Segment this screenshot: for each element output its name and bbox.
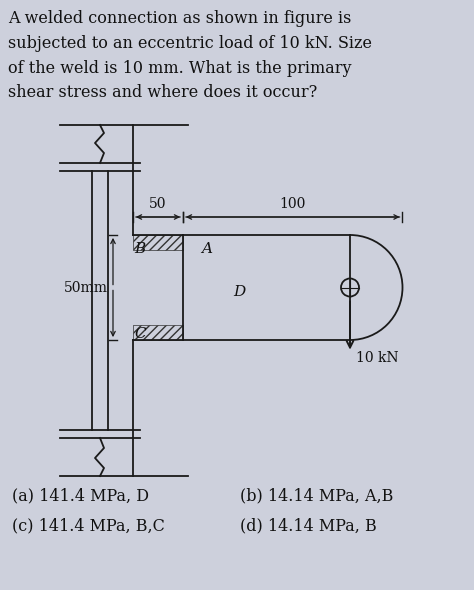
Text: C: C [134,327,146,341]
Text: 50: 50 [149,197,167,211]
Text: D: D [233,284,245,299]
Text: (d) 14.14 MPa, B: (d) 14.14 MPa, B [240,517,377,534]
Text: B: B [134,242,145,256]
Text: (a) 141.4 MPa, D: (a) 141.4 MPa, D [12,487,149,504]
Text: A welded connection as shown in figure is
subjected to an eccentric load of 10 k: A welded connection as shown in figure i… [8,10,372,101]
Text: (c) 141.4 MPa, B,C: (c) 141.4 MPa, B,C [12,517,165,534]
Text: 10 kN: 10 kN [356,350,399,365]
Text: A: A [201,242,212,256]
Text: (b) 14.14 MPa, A,B: (b) 14.14 MPa, A,B [240,487,393,504]
Text: 100: 100 [280,197,306,211]
Text: 50mm: 50mm [64,280,108,294]
